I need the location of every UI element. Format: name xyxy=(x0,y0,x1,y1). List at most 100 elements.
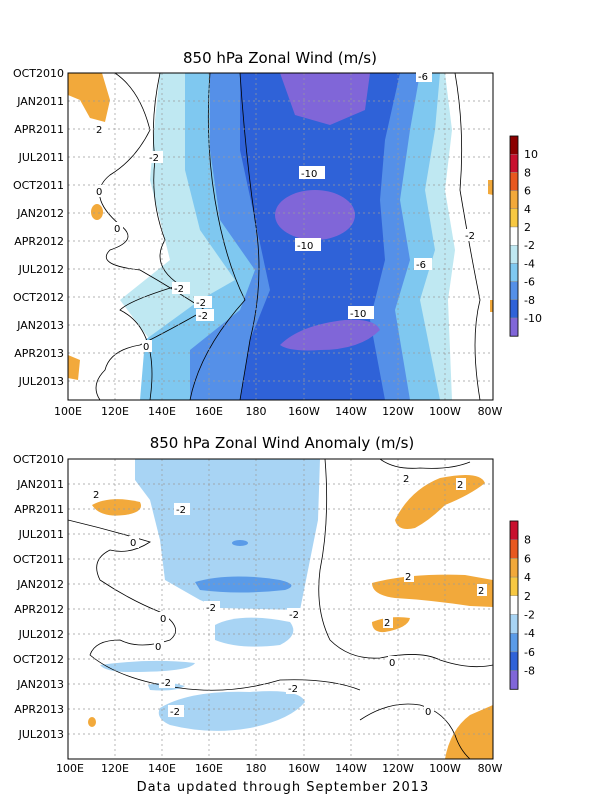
top-y-tick-labels: OCT2010 JAN2011 APR2011 JUL2011 OCT2011 … xyxy=(13,67,64,388)
top-clabel-9: -2 xyxy=(465,231,475,242)
top-ytick-11: JUL2013 xyxy=(18,375,64,388)
top-colorbar-swatch-5 xyxy=(509,226,519,246)
bot-xtick-8: 100W xyxy=(429,762,461,775)
bot-ytick-6: APR2012 xyxy=(14,603,64,616)
top-clabel-10: 0 xyxy=(96,187,102,198)
bottom-colorbar-frame xyxy=(509,520,519,690)
top-colorbar-swatch-8 xyxy=(509,281,519,301)
top-colorbar-label-9: -10 xyxy=(524,312,542,325)
bottom-contour-zero-2 xyxy=(318,459,493,668)
bottom-contour-zero-4 xyxy=(359,703,471,759)
top-colorbar-swatch-3 xyxy=(509,190,519,210)
top-plot-frame xyxy=(67,72,494,401)
top-colorbar-label-3: 4 xyxy=(524,203,531,216)
bot-ytick-0: OCT2010 xyxy=(13,453,64,466)
bot-ytick-11: JUL2013 xyxy=(18,728,64,741)
bottom-colorbar-label-2: 4 xyxy=(524,571,531,584)
top-title: 850 hPa Zonal Wind (m/s) xyxy=(183,49,377,67)
top-ytick-0: OCT2010 xyxy=(13,67,64,80)
top-colorbar-swatch-4 xyxy=(509,208,519,228)
bot-clabel-6: -2 xyxy=(176,505,186,516)
bot-ytick-2: APR2011 xyxy=(14,503,64,516)
bottom-colorbar-label-0: 8 xyxy=(524,534,531,547)
bot-xtick-6: 140W xyxy=(335,762,367,775)
top-ytick-4: OCT2011 xyxy=(13,179,64,192)
footer-note: Data updated through September 2013 xyxy=(137,780,430,795)
top-colorbar: 10 8 6 4 2 -2 -4 -6 -8 -10 xyxy=(509,135,542,337)
top-clabel-8: -2 xyxy=(198,311,208,322)
bot-clabel-10: -2 xyxy=(288,684,298,695)
bot-ytick-1: JAN2011 xyxy=(16,478,64,491)
bot-clabel-0: 2 xyxy=(93,490,99,501)
bottom-colorbar-swatch-1 xyxy=(509,539,519,559)
bottom-colorbar-swatch-4 xyxy=(509,595,519,615)
top-pos-patch-2 xyxy=(91,204,103,220)
panel-top: 850 hPa Zonal Wind (m/s) xyxy=(13,49,542,418)
top-clabel-1: -10 xyxy=(301,169,317,180)
top-xtick-5: 160W xyxy=(288,405,320,418)
top-clabel-7: -2 xyxy=(196,298,206,309)
bottom-pos-1 xyxy=(92,499,141,516)
bot-xtick-3: 160E xyxy=(195,762,223,775)
top-colorbar-label-7: -6 xyxy=(524,276,535,289)
bottom-colorbar-label-7: -8 xyxy=(524,665,535,678)
bot-clabel-1: 2 xyxy=(403,474,409,485)
bottom-colorbar-swatch-6 xyxy=(509,633,519,653)
top-ytick-2: APR2011 xyxy=(14,123,64,136)
top-ytick-5: JAN2012 xyxy=(16,207,64,220)
top-colorbar-swatch-9 xyxy=(509,299,519,319)
top-ytick-10: APR2013 xyxy=(14,347,64,360)
bot-clabel-16: 0 xyxy=(425,707,431,718)
top-xtick-4: 180 xyxy=(246,405,267,418)
bot-xtick-9: 80W xyxy=(478,762,503,775)
bot-clabel-7: -2 xyxy=(206,603,216,614)
bottom-title: 850 hPa Zonal Wind Anomaly (m/s) xyxy=(150,434,415,452)
top-contour-zero-west xyxy=(95,73,206,400)
top-colorbar-label-8: -8 xyxy=(524,294,535,307)
top-clabel-3: -10 xyxy=(350,309,366,320)
bot-clabel-9: -2 xyxy=(161,678,171,689)
top-clabel-4: -6 xyxy=(416,260,426,271)
top-field xyxy=(68,73,493,400)
top-colorbar-swatch-0 xyxy=(509,135,519,155)
bot-clabel-2: 2 xyxy=(457,480,463,491)
bottom-colorbar-swatch-5 xyxy=(509,614,519,634)
top-colorbar-label-1: 8 xyxy=(524,166,531,179)
top-ytick-7: JUL2012 xyxy=(18,263,64,276)
bot-ytick-10: APR2013 xyxy=(14,703,64,716)
bot-ytick-9: JAN2013 xyxy=(16,678,64,691)
top-colorbar-label-5: -2 xyxy=(524,239,535,252)
top-clabel-12: 0 xyxy=(143,342,149,353)
top-clabel-6: -2 xyxy=(174,284,184,295)
top-clabel-0: -6 xyxy=(418,72,428,83)
bottom-colorbar-swatch-0 xyxy=(509,520,519,540)
top-xtick-0: 100E xyxy=(54,405,82,418)
bottom-pos-3 xyxy=(372,574,493,607)
top-xtick-3: 160E xyxy=(195,405,223,418)
bottom-colorbar-label-6: -6 xyxy=(524,646,535,659)
top-colorbar-label-0: 10 xyxy=(524,148,538,161)
top-pos-patch-5 xyxy=(490,300,493,312)
top-pos-patch-1 xyxy=(68,73,110,122)
top-pos-patch-4 xyxy=(488,180,493,195)
top-clabel-2: -10 xyxy=(297,241,313,252)
top-clabel-11: 0 xyxy=(114,224,120,235)
bottom-neg-south xyxy=(158,691,305,731)
top-colorbar-label-4: 2 xyxy=(524,221,531,234)
top-xtick-6: 140W xyxy=(335,405,367,418)
bot-clabel-3: 2 xyxy=(405,572,411,583)
top-grid xyxy=(68,73,493,400)
bottom-colorbar-label-4: -2 xyxy=(524,609,535,622)
top-colorbar-swatch-1 xyxy=(509,153,519,173)
bot-xtick-4: 180 xyxy=(246,762,267,775)
bot-xtick-0: 100E xyxy=(56,762,84,775)
top-pos-patch-3 xyxy=(68,355,80,380)
bottom-colorbar-swatch-2 xyxy=(509,558,519,578)
bottom-colorbar: 8 6 4 2 -2 -4 -6 -8 xyxy=(509,520,535,690)
top-ytick-6: APR2012 xyxy=(14,235,64,248)
bottom-colorbar-label-5: -4 xyxy=(524,627,535,640)
bottom-neg-lower xyxy=(215,617,294,647)
bot-xtick-7: 120W xyxy=(382,762,414,775)
top-colorbar-frame xyxy=(509,135,519,337)
